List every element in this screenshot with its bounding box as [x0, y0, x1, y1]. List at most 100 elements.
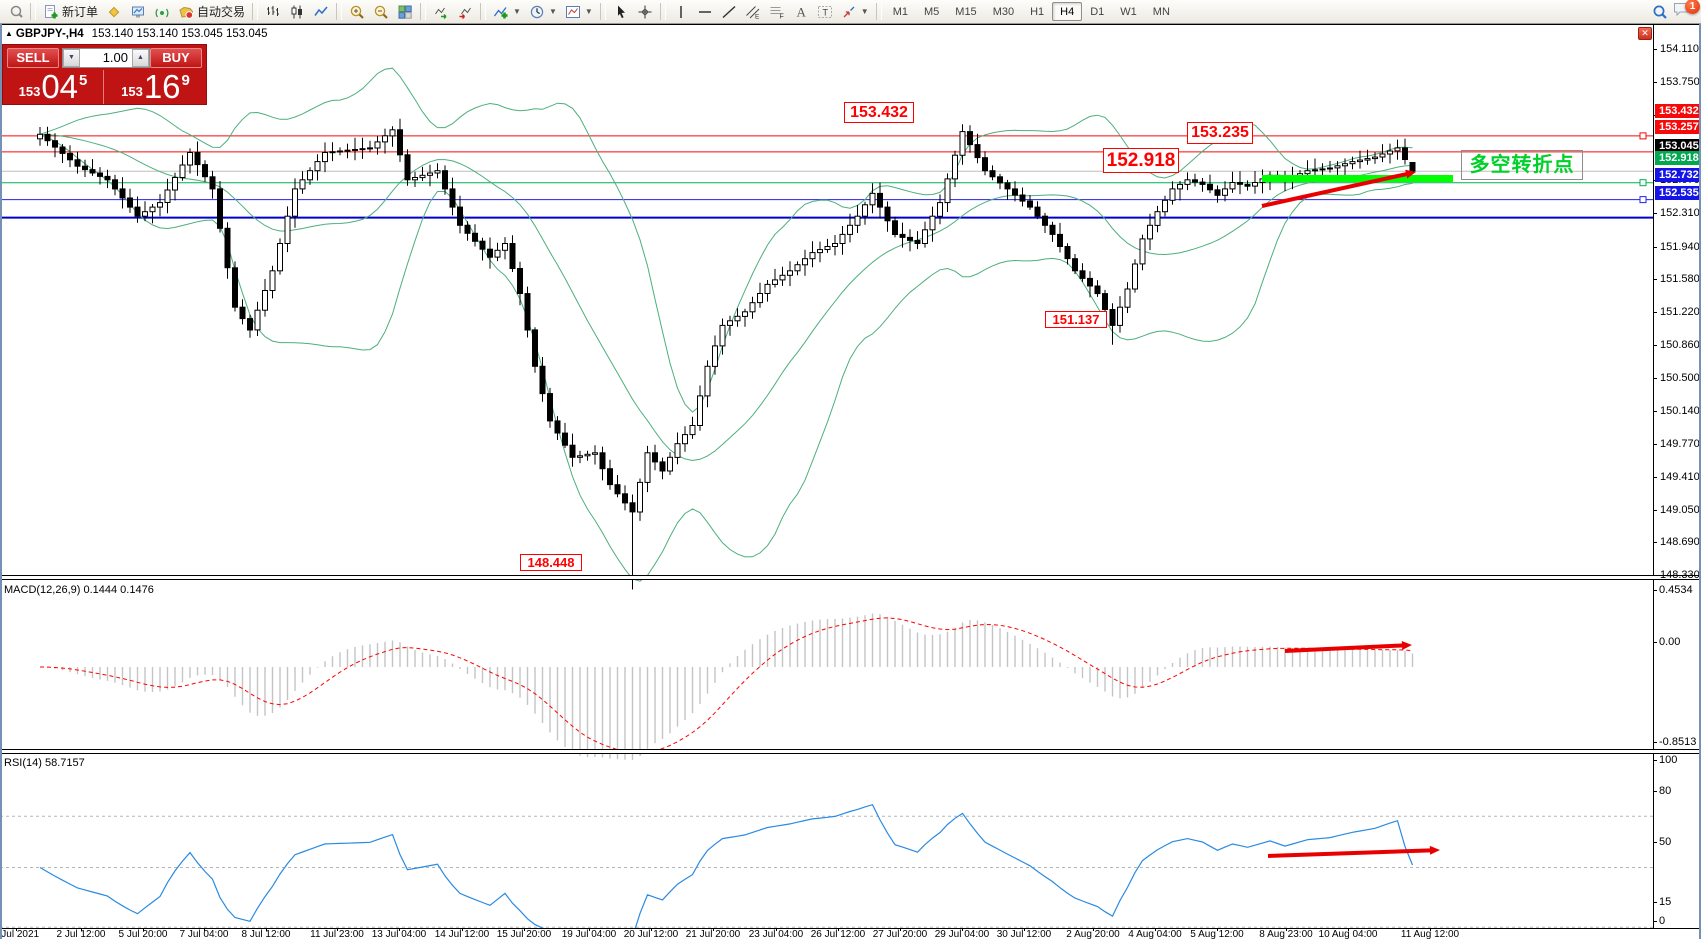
volume-value[interactable]: 1.00: [102, 50, 128, 65]
time-tick-mark: [462, 928, 463, 931]
metaeditor-icon[interactable]: [102, 2, 126, 22]
timeframe-d1-button[interactable]: D1: [1090, 5, 1105, 18]
time-tick-mark: [81, 928, 82, 931]
timeframe-mn-button[interactable]: MN: [1152, 5, 1170, 18]
zoom-out-icon[interactable]: [369, 2, 393, 22]
rsi-pane-canvas[interactable]: [0, 779, 1653, 939]
horizontal-line-icon[interactable]: [693, 2, 717, 22]
macd-pane-canvas[interactable]: [0, 605, 1653, 774]
text-icon[interactable]: A: [789, 2, 813, 22]
time-tick-label: 8 Jul 12:00: [241, 929, 291, 939]
price-badge: 153.432: [1655, 103, 1701, 118]
notifications-icon[interactable]: 1: [1672, 0, 1700, 23]
price-tick-mark: [1653, 49, 1657, 51]
macd-indicator-label: MACD(12,26,9) 0.1444 0.1476: [4, 584, 154, 596]
buy-button[interactable]: BUY: [150, 48, 202, 68]
time-tick-label: 29 Jul 04:00: [934, 929, 990, 939]
chevron-down-icon: ▼: [584, 7, 593, 16]
macd-scale-label: 0.00: [1659, 636, 1681, 648]
timeframe-m1-button[interactable]: M1: [892, 5, 908, 18]
pane-splitter-macd[interactable]: [0, 575, 1701, 580]
pane-splitter-rsi[interactable]: [0, 749, 1701, 754]
rsi-scale-tick: [1653, 902, 1657, 903]
time-tick-mark: [399, 928, 400, 931]
price-chart-canvas[interactable]: [0, 49, 1653, 601]
vertical-line-icon[interactable]: [669, 2, 693, 22]
signals-icon[interactable]: [150, 2, 174, 22]
trend-arrow: [1261, 169, 1416, 208]
buy-price-main: 16: [143, 68, 181, 105]
line-chart-icon[interactable]: [309, 2, 333, 22]
crosshair-icon[interactable]: [633, 2, 657, 22]
time-tick-label: 19 Jul 04:00: [561, 929, 617, 939]
time-tick-label: 13 Jul 04:00: [371, 929, 427, 939]
cursor-icon[interactable]: [609, 2, 633, 22]
timeframe-h1-button[interactable]: H1: [1030, 5, 1045, 18]
time-tick-mark: [776, 928, 777, 931]
window-right-edge: [1699, 24, 1701, 939]
volume-decrease-button[interactable]: ▼: [63, 49, 80, 67]
time-tick-label: 10 Aug 04:00: [1318, 929, 1378, 939]
rsi-scale-label: 0: [1659, 915, 1666, 927]
chart-close-button[interactable]: ✕: [1638, 27, 1652, 40]
zoom-in-icon[interactable]: [345, 2, 369, 22]
timeframe-m5-button[interactable]: M5: [924, 5, 940, 18]
time-tick-mark: [1093, 928, 1094, 931]
rsi-scale-tick: [1653, 842, 1657, 843]
chart-shift-icon[interactable]: [453, 2, 477, 22]
rsi-line: [39, 803, 1414, 938]
autotrading-button[interactable]: 自动交易: [174, 2, 249, 22]
tile-windows-icon[interactable]: [393, 2, 417, 22]
time-tick-mark: [143, 928, 144, 931]
trendline-icon[interactable]: [717, 2, 741, 22]
time-tick-label: 2 Aug 20:00: [1066, 929, 1120, 939]
search-icon[interactable]: [1648, 2, 1672, 22]
strategy-tester-icon[interactable]: [126, 2, 150, 22]
candlestick-series: [37, 118, 1416, 590]
price-tick-mark: [1653, 410, 1657, 412]
horizontal-level-lines[interactable]: [0, 135, 1653, 219]
time-tick-mark: [1348, 928, 1349, 931]
rsi-level-lines: [0, 815, 1653, 928]
sell-button[interactable]: SELL: [7, 48, 59, 68]
label-icon[interactable]: T: [813, 2, 837, 22]
fibonacci-icon[interactable]: F: [765, 2, 789, 22]
price-callout-label: 148.448: [520, 554, 582, 571]
time-tick-mark: [651, 928, 652, 931]
periods-dropdown[interactable]: ▼: [525, 2, 561, 22]
new-order-button[interactable]: 新订单: [39, 2, 102, 22]
price-tick-label: 150.140: [1660, 404, 1700, 417]
price-callout-label: 153.235: [1187, 122, 1253, 144]
macd-histogram: [46, 613, 1414, 760]
sell-price[interactable]: 153 04 5: [3, 70, 104, 104]
price-tick-label: 149.050: [1660, 503, 1700, 516]
price-tick-label: 153.750: [1660, 76, 1700, 88]
time-tick-label: 2 Jul 12:00: [56, 929, 106, 939]
time-tick-label: 20 Jul 12:00: [623, 929, 679, 939]
toolbar-separator: [336, 3, 343, 20]
timeframe-h4-button[interactable]: H4: [1052, 2, 1083, 21]
templates-dropdown[interactable]: ▼: [561, 2, 597, 22]
channel-icon[interactable]: E: [741, 2, 765, 22]
time-tick-label: 11 Jul 23:00: [310, 929, 364, 939]
buy-price[interactable]: 153 16 9: [105, 70, 206, 104]
market-watch-icon[interactable]: [3, 2, 27, 22]
time-axis[interactable]: 1 Jul 2021 2 Jul 12:00 5 Jul 20:00 7 Jul 04…: [0, 928, 1701, 939]
price-tick-label: 149.410: [1660, 470, 1700, 483]
indicators-dropdown[interactable]: ▼: [489, 2, 525, 22]
bar-chart-icon[interactable]: [261, 2, 285, 22]
candlestick-icon[interactable]: [285, 2, 309, 22]
collapse-triangle-icon[interactable]: ▲: [5, 29, 13, 38]
toolbar-separator: [30, 3, 36, 20]
autoscroll-icon[interactable]: [429, 2, 453, 22]
timeframe-w1-button[interactable]: W1: [1120, 5, 1137, 18]
timeframe-m30-button[interactable]: M30: [992, 5, 1015, 18]
arrows-dropdown[interactable]: ▼: [837, 2, 873, 22]
symbol-period-label: GBPJPY-,H4: [15, 28, 84, 40]
price-tick-mark: [1653, 213, 1657, 215]
timeframe-m15-button[interactable]: M15: [955, 5, 977, 18]
price-badge: 153.257: [1655, 119, 1701, 134]
volume-increase-button[interactable]: ▲: [132, 49, 149, 67]
time-tick-label: 14 Jul 12:00: [434, 929, 490, 939]
price-tick-label: 154.110: [1660, 43, 1699, 56]
